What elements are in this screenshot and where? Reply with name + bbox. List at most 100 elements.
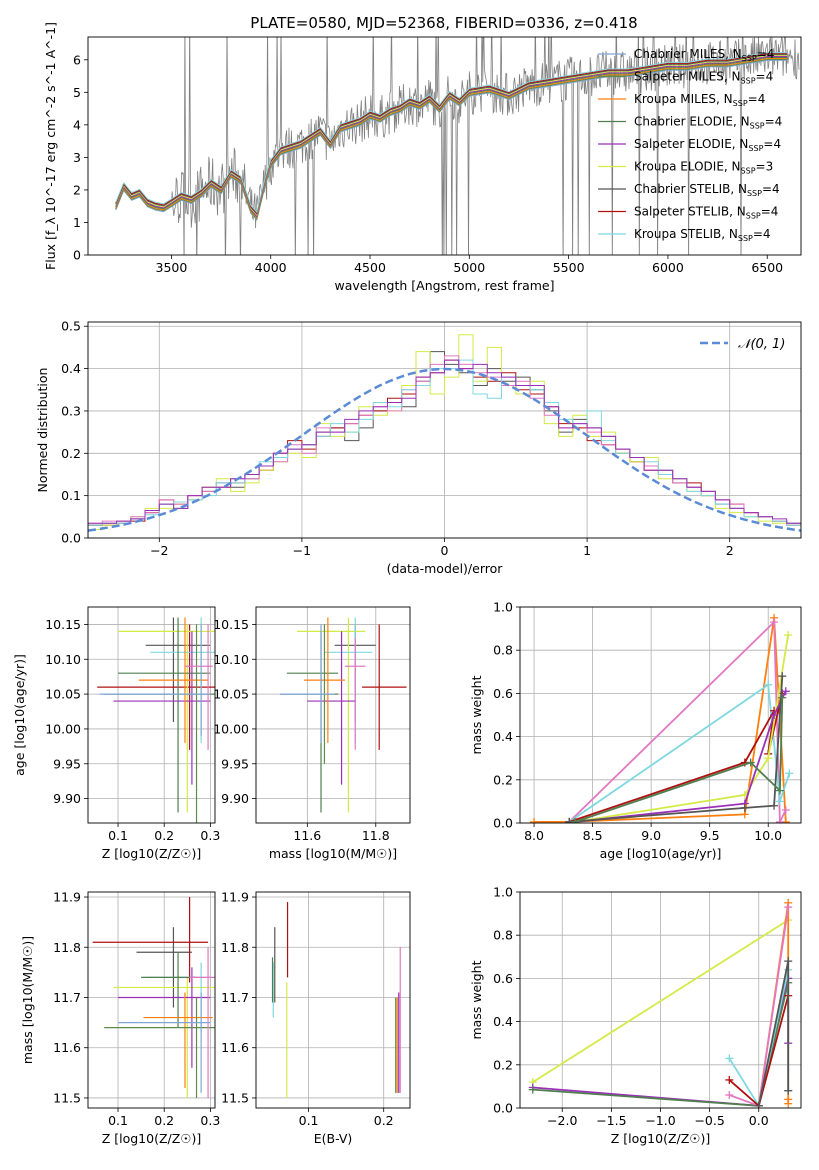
y-tick-label: 9.90 — [53, 791, 81, 806]
model-fit-line — [115, 57, 788, 218]
y-tick-label: 0.1 — [61, 488, 81, 503]
x-tick-label: −2 — [150, 543, 168, 558]
y-tick-label: 11.6 — [53, 1040, 81, 1055]
weight-marker — [725, 1091, 734, 1100]
legend-label: Salpeter ELODIE, NSSP=4 — [634, 137, 781, 153]
weight-marker — [725, 1054, 734, 1063]
axes-frame — [255, 606, 411, 824]
weight-marker — [770, 801, 779, 810]
x-tick-label: 2 — [726, 543, 734, 558]
x-tick-label: −2.0 — [547, 1113, 577, 1128]
y-tick-label: 0.6 — [493, 971, 513, 986]
x-tick-label: 0.3 — [200, 828, 220, 843]
y-tick-label: 4 — [73, 117, 81, 132]
x-tick-label: −1 — [293, 543, 311, 558]
x-tick-label: 9.5 — [700, 828, 720, 843]
axes-frame — [519, 606, 802, 824]
axes-age-vs-Z: 0.1 0.2 0.3 9.90 9.95 10.00 10.05 10.10 10.15 Z [… — [12, 606, 220, 861]
x-axis-label: (data-model)/error — [387, 561, 504, 576]
y-tick-label: 1.0 — [493, 600, 513, 615]
axes-residual-histogram: −2 −1 0 1 2 0.0 0.1 0.2 0.3 0.4 0.5 (data-model)/er… — [35, 319, 802, 576]
y-tick-label: 1 — [73, 215, 81, 230]
y-axis-label: mass [log10(M/M☉)] — [20, 936, 35, 1064]
weight-marker — [778, 672, 787, 681]
x-axis-label: Z [log10(Z/Z☉)] — [611, 1131, 711, 1146]
axes-frame — [255, 891, 411, 1109]
y-axis-label: mass weight — [469, 960, 484, 1039]
y-tick-label: 10.00 — [45, 721, 81, 736]
errorbar-point — [286, 631, 339, 813]
weight-marker — [784, 903, 793, 912]
y-tick-label: 11.5 — [221, 1090, 249, 1105]
model-fit-line — [115, 56, 788, 218]
x-tick-label: 5000 — [453, 260, 485, 275]
y-tick-label: 5 — [73, 85, 81, 100]
model-fit-line — [115, 59, 788, 220]
y-tick-label: 11.8 — [53, 940, 81, 955]
weight-marker — [775, 786, 784, 795]
y-tick-label: 11.7 — [221, 990, 249, 1005]
weight-marker — [784, 631, 793, 640]
weight-marker — [770, 711, 779, 719]
weight-marker — [784, 1095, 793, 1104]
y-axis-label: mass weight — [469, 675, 484, 754]
plot-area — [92, 897, 215, 1098]
y-tick-label: 10.15 — [213, 617, 249, 632]
plot-area — [271, 902, 401, 1098]
x-tick-label: 0.1 — [299, 1113, 319, 1128]
x-tick-label: 6000 — [652, 260, 684, 275]
plot-area — [88, 334, 801, 538]
x-tick-label: 0.1 — [108, 828, 128, 843]
weight-line — [757, 960, 790, 1106]
model-fit-line — [115, 52, 788, 214]
model-fit-line — [115, 53, 788, 215]
legend-label: Chabrier STELIB, NSSP=4 — [634, 182, 780, 198]
y-tick-label: 10.00 — [213, 721, 249, 736]
histogram-step — [88, 359, 801, 538]
errorbar-point — [362, 624, 407, 750]
errorbar-point — [307, 631, 356, 785]
x-tick-label: 0.2 — [154, 828, 174, 843]
weight-marker — [785, 769, 794, 778]
axes-weight-vs-Z: −2.0 −1.5 −1.0 −0.5 0.0 0.0 0.2 0.4 0.6 0.8 1.0 Z [… — [469, 885, 802, 1146]
legend-label: 𝒩(0, 1) — [738, 337, 785, 352]
errorbar-point — [141, 952, 197, 1028]
figure-title: PLATE=0580, MJD=52368, FIBERID=0336, z=0… — [250, 14, 637, 32]
y-tick-label: 0.5 — [61, 319, 81, 334]
errorbar-point — [97, 624, 215, 750]
y-tick-label: 0.8 — [493, 643, 513, 658]
x-axis-label: Z [log10(Z/Z☉)] — [102, 846, 202, 861]
weight-marker — [725, 1075, 734, 1084]
errorbar-point — [118, 617, 211, 813]
x-tick-label: 11.6 — [293, 828, 321, 843]
plot-area — [530, 613, 794, 823]
spectrum-legend: Chabrier MILES, NSSP=4 Salpeter MILES, NS… — [598, 47, 782, 243]
y-tick-label: 10.10 — [45, 652, 81, 667]
weight-marker — [764, 754, 773, 763]
x-axis-label: age [log10(age/yr)] — [600, 846, 722, 861]
weight-marker — [754, 1101, 763, 1108]
y-tick-label: 0.6 — [493, 686, 513, 701]
y-tick-label: 10.15 — [45, 617, 81, 632]
weight-marker — [764, 680, 773, 689]
x-tick-label: −1.0 — [645, 1113, 675, 1128]
weight-marker — [775, 797, 784, 806]
x-tick-label: 0.3 — [200, 1113, 220, 1128]
y-axis-label: Flux [f_λ 10^-17 erg cm^-2 s^-1 A^-1] — [43, 22, 58, 270]
y-tick-label: 11.7 — [53, 990, 81, 1005]
x-tick-label: 9.0 — [641, 828, 661, 843]
x-tick-label: −1.5 — [596, 1113, 626, 1128]
plot-area — [97, 617, 215, 823]
y-tick-label: 10.05 — [45, 687, 81, 702]
errorbar-point — [279, 624, 335, 743]
x-tick-label: 4500 — [354, 260, 386, 275]
errorbar-point — [92, 897, 209, 983]
observed-spectrum — [115, 37, 800, 255]
plot-area — [528, 898, 793, 1108]
weight-marker — [781, 687, 790, 696]
x-tick-label: 11.8 — [362, 828, 390, 843]
x-axis-label: Z [log10(Z/Z☉)] — [102, 1131, 202, 1146]
y-tick-label: 9.95 — [221, 756, 249, 771]
x-tick-label: 0 — [441, 543, 449, 558]
x-tick-label: 4000 — [255, 260, 287, 275]
